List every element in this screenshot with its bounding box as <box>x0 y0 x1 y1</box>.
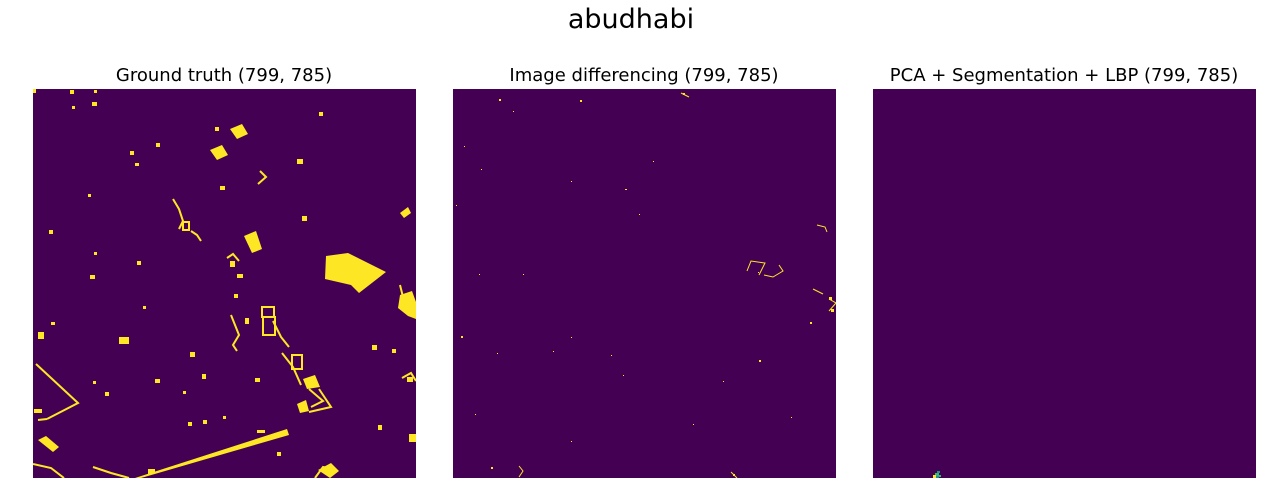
ground-truth-map <box>33 89 416 478</box>
figure-suptitle: abudhabi <box>567 4 695 35</box>
image-differencing-map <box>453 89 836 478</box>
panel-title-image-differencing: Image differencing (799, 785) <box>509 65 779 86</box>
pca-segmentation-lbp-change-mask <box>933 471 941 478</box>
pca-segmentation-lbp-map <box>873 89 1256 478</box>
image-differencing-change-mask <box>456 92 836 478</box>
panel-title-ground-truth: Ground truth (799, 785) <box>115 65 333 86</box>
panel-title-pca-segmentation-lbp: PCA + Segmentation + LBP (799, 785) <box>889 65 1239 86</box>
ground-truth-change-mask <box>33 89 416 478</box>
